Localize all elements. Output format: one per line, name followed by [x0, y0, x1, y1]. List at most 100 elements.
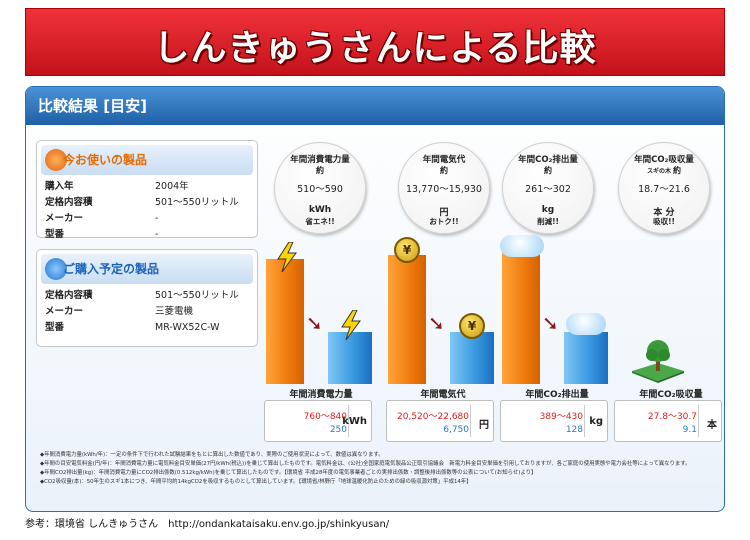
bar-before-power — [266, 259, 304, 384]
result-box-cost: 20,520〜22,680 6,750 円 — [386, 400, 494, 442]
footnote: ◆年間消費電力量(kWh/年)：一定の条件下で行われた試験結果をもとに算出した数… — [40, 452, 384, 458]
circle-approx: 約 — [544, 166, 552, 175]
category-label: 年間CO₂排出量 — [525, 390, 589, 400]
info-label: 型番 — [45, 322, 65, 333]
circle-note: 省エネ!! — [305, 217, 335, 226]
info-value: - — [155, 213, 159, 224]
current-product-box: 今お使いの製品 購入年 2004年 定格内容積 501〜550リットル メーカー - … — [36, 140, 258, 240]
bar-after-cost — [450, 332, 494, 384]
circle-range: 13,770〜15,930 — [406, 184, 482, 195]
result-box-co2: 389〜430 128 kg — [500, 400, 608, 442]
footnotes: ◆年間消費電力量(kWh/年)：一定の条件下で行われた試験結果をもとに算出した数… — [40, 451, 716, 487]
info-row: 購入年 2004年 — [37, 179, 257, 195]
footnote: ◆年間の目安電気料金(円/年)：年間消費電力量に電気料金目安単価(27円/kWh… — [40, 461, 691, 467]
circle-prefix: スギの木 — [646, 168, 671, 175]
circle-approx: 約 — [316, 166, 324, 175]
circle-unit: 円 — [439, 208, 449, 218]
arrow-icon: ➘ — [542, 311, 559, 335]
planned-product-heading: ご購入予定の製品 — [63, 262, 160, 276]
savings-circle-cost: 年間電気代 約 13,770〜15,930 円 おトク!! — [398, 142, 490, 234]
bar-before-co2 — [502, 252, 540, 384]
current-product-heading: 今お使いの製品 — [63, 153, 148, 167]
info-label: 定格内容積 — [45, 197, 93, 208]
info-label: 型番 — [45, 229, 65, 240]
lightning-icon — [341, 310, 361, 340]
divider — [584, 405, 585, 437]
category-label: 年間CO₂吸収量 — [639, 390, 703, 400]
circle-note: おトク!! — [429, 217, 459, 226]
circle-title: 年間消費電力量 — [290, 155, 350, 165]
bar-before-cost — [388, 255, 426, 384]
result-box-power: 760〜840 250 kWh — [264, 400, 372, 442]
savings-circle-co2: 年間CO₂排出量 約 261〜302 kg 削減!! — [502, 142, 594, 234]
yen-coin-icon: ¥ — [459, 313, 485, 339]
after-value: 128 — [565, 425, 583, 435]
circle-title: 年間CO₂吸収量 — [634, 155, 694, 165]
info-value: MR-WX52C-W — [155, 322, 220, 333]
circle-unit: kWh — [308, 205, 332, 215]
unit-label: 本 — [707, 420, 717, 431]
yen-coin-icon: ¥ — [394, 237, 420, 263]
after-value: 250 — [329, 425, 347, 435]
divider — [470, 405, 471, 437]
info-row: メーカー - — [37, 211, 257, 227]
info-value: - — [155, 229, 159, 240]
current-product-header: 今お使いの製品 — [41, 145, 253, 175]
circle-title: 年間CO₂排出量 — [518, 155, 578, 165]
cloud-icon — [566, 313, 606, 335]
before-value: 760〜840 — [303, 412, 347, 422]
info-row: 型番 - — [37, 227, 257, 243]
unit-label: kWh — [342, 416, 367, 427]
info-value: 501〜550リットル — [155, 290, 239, 301]
circle-approx: スギの木約 — [619, 165, 709, 176]
result-box-trees: 27.8〜30.7 9.1 本 — [614, 400, 722, 442]
title-banner: しんきゅうさんによる比較 — [25, 8, 725, 76]
arrow-icon: ➘ — [428, 311, 445, 335]
arrow-icon: ➘ — [306, 311, 323, 335]
category-label: 年間消費電力量 — [289, 390, 353, 400]
info-label: 定格内容積 — [45, 290, 93, 301]
info-row: 定格内容積 501〜550リットル — [37, 195, 257, 211]
comparison-panel: 比較結果 [目安] 今お使いの製品 購入年 2004年 定格内容積 501〜550リ… — [25, 86, 725, 512]
fridge-icon — [45, 149, 67, 171]
info-row: メーカー 三菱電機 — [37, 304, 257, 320]
after-value: 9.1 — [682, 425, 697, 435]
before-value: 389〜430 — [539, 412, 583, 422]
circle-note: 吸収!! — [653, 217, 675, 226]
circle-range: 510〜590 — [297, 184, 343, 195]
reference-footer: 参考：環境省 しんきゅうさん http://ondankataisaku.env… — [25, 519, 390, 530]
before-value: 27.8〜30.7 — [647, 412, 697, 422]
savings-circle-trees: 年間CO₂吸収量 スギの木約 18.7〜21.6 本 分 吸収!! — [618, 142, 710, 234]
unit-label: 円 — [479, 420, 489, 431]
circle-note: 削減!! — [537, 217, 559, 226]
divider — [348, 405, 349, 437]
circle-approx-text: 約 — [673, 166, 681, 175]
lightning-icon — [277, 242, 297, 272]
circle-unit: 本 分 — [653, 208, 675, 218]
circle-range: 261〜302 — [525, 184, 571, 195]
footnote: ◆CO2吸収量(本)：50年生のスギ1本につき、年間平均約14kgCO2を吸収す… — [40, 479, 472, 485]
after-value: 6,750 — [443, 425, 469, 435]
divider — [698, 405, 699, 437]
circle-unit: kg — [541, 205, 555, 215]
info-label: メーカー — [45, 213, 84, 224]
panel-title: 比較結果 [目安] — [26, 87, 724, 125]
info-value: 三菱電機 — [155, 306, 194, 317]
circle-range: 18.7〜21.6 — [638, 184, 690, 195]
cloud-icon — [500, 235, 544, 257]
before-value: 20,520〜22,680 — [397, 412, 469, 422]
banner-title: しんきゅうさんによる比較 — [153, 28, 597, 69]
info-row: 型番 MR-WX52C-W — [37, 320, 257, 336]
bar-after-co2 — [564, 332, 608, 384]
savings-circle-power: 年間消費電力量 約 510〜590 kWh 省エネ!! — [274, 142, 366, 234]
bar-after-power — [328, 332, 372, 384]
planned-product-box: ご購入予定の製品 定格内容積 501〜550リットル メーカー 三菱電機 型番 MR-… — [36, 249, 258, 347]
category-label: 年間電気代 — [420, 390, 466, 400]
info-row: 定格内容積 501〜550リットル — [37, 288, 257, 304]
info-label: 購入年 — [45, 181, 74, 192]
unit-label: kg — [589, 416, 603, 427]
info-value: 501〜550リットル — [155, 197, 239, 208]
info-value: 2004年 — [155, 181, 189, 192]
footnote: ◆年間CO2排出量(kg)：年間消費電力量にCO2排出係数(0.512kg/kW… — [40, 470, 537, 476]
